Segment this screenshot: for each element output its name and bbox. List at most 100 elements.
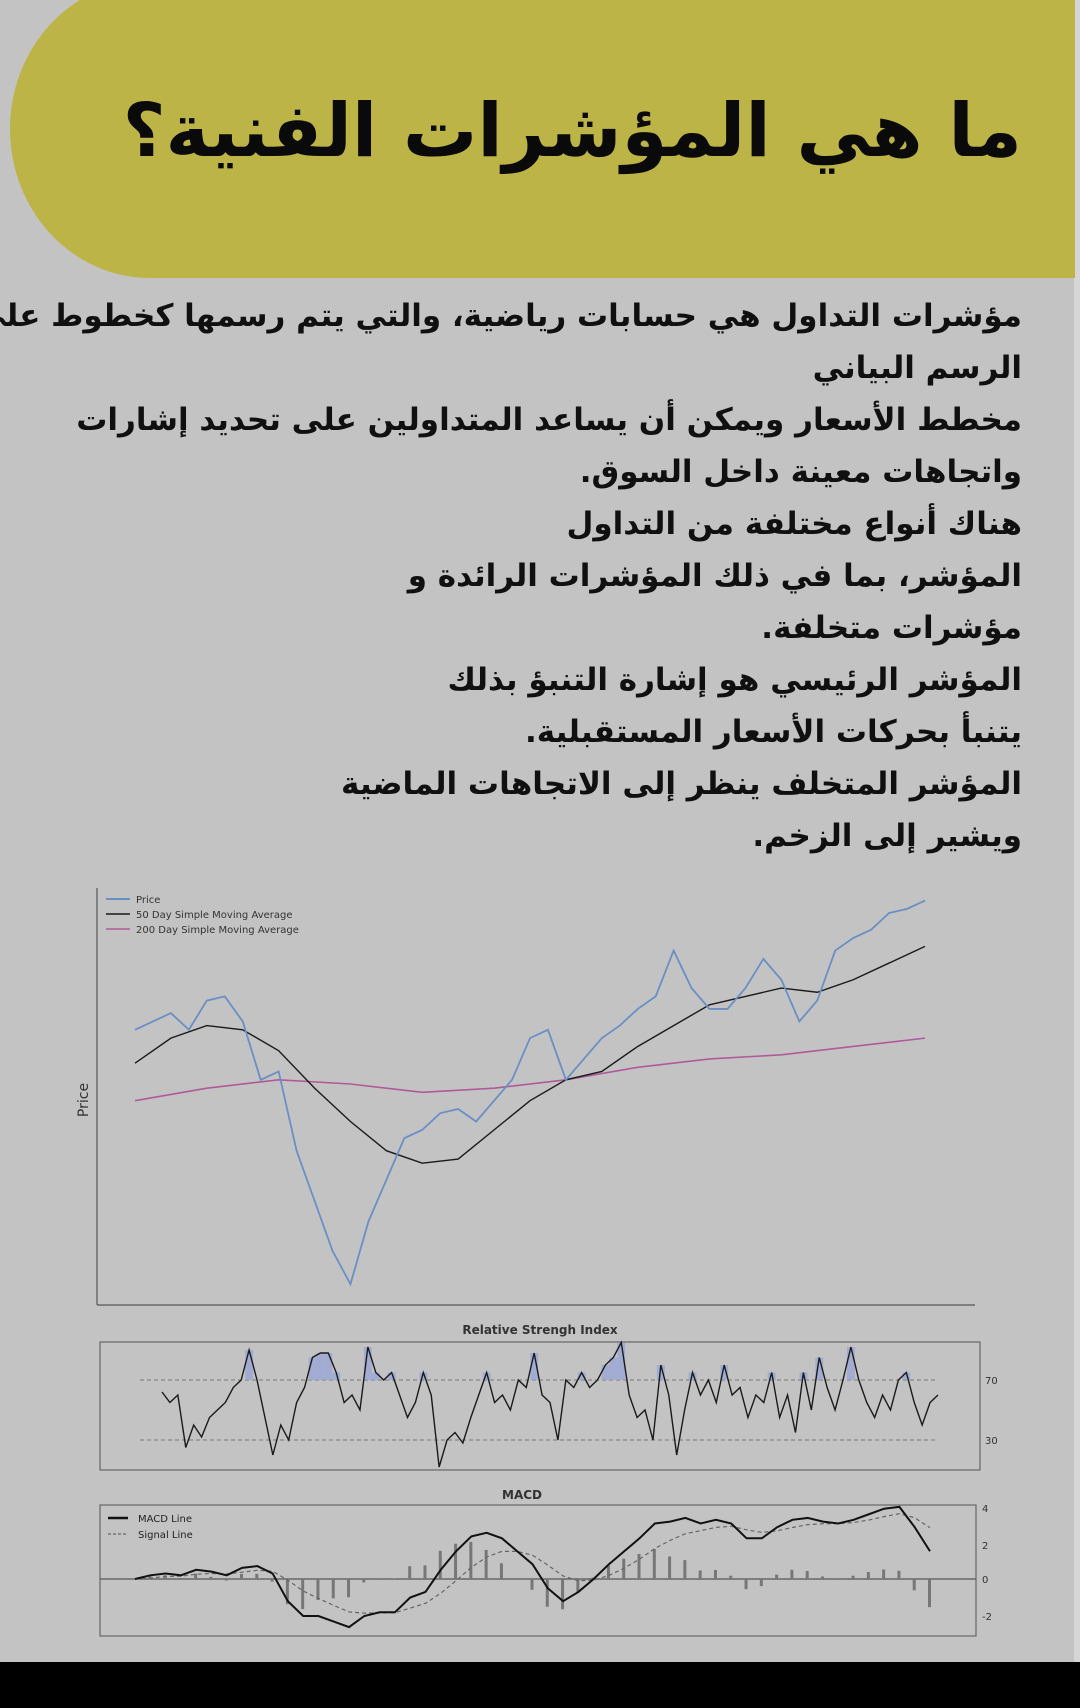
paragraph-line: المؤشر المتخلف ينظر إلى الاتجاهات الماضي… xyxy=(341,766,1022,802)
rsi-overbought-fill xyxy=(245,1350,254,1380)
macd-histogram-bar xyxy=(438,1550,442,1579)
paragraph-line: المؤشر الرئيسي هو إشارة التنبؤ بذلك xyxy=(447,662,1022,698)
paragraph-line: مخطط الأسعار ويمكن أن يساعد المتداولين ع… xyxy=(76,402,1022,438)
paragraph-line: هناك أنواع مختلفة من التداول xyxy=(566,506,1022,542)
macd-tick-neg2: -2 xyxy=(982,1612,992,1623)
page-title: ما هي المؤشرات الفنية؟ xyxy=(122,88,1022,174)
legend-label: Price xyxy=(136,895,160,906)
rsi-overbought-fill xyxy=(419,1372,428,1380)
macd-histogram-bar xyxy=(209,1576,213,1579)
macd-tick-2: 2 xyxy=(982,1541,988,1552)
signal-line xyxy=(134,1513,931,1614)
macd-legend: MACD Line Signal Line xyxy=(108,1514,193,1541)
price-axis-label: Price xyxy=(76,1083,92,1117)
price-legend: Price 50 Day Simple Moving Average 200 D… xyxy=(106,895,299,936)
macd-histogram-bar xyxy=(576,1579,580,1593)
macd-frame xyxy=(99,1504,977,1637)
bottom-black-bar xyxy=(0,1662,1080,1708)
rsi-overbought-fill xyxy=(387,1372,396,1380)
paragraph-line: يتنبأ بحركات الأسعار المستقبلية. xyxy=(525,714,1022,750)
rsi-overbought-fill xyxy=(815,1357,824,1380)
macd-title: MACD xyxy=(502,1488,542,1502)
macd-histogram-bar xyxy=(820,1576,824,1579)
rsi-overbought-fill xyxy=(308,1357,317,1380)
macd-histogram-bar xyxy=(698,1570,702,1579)
macd-histogram-bar xyxy=(347,1579,351,1598)
macd-histogram-bar xyxy=(637,1553,641,1579)
macd-histogram-bar xyxy=(606,1565,610,1579)
macd-histogram-bar xyxy=(530,1579,534,1590)
rsi-overbought-fill xyxy=(656,1365,665,1380)
rsi-overbought-fill xyxy=(332,1372,341,1380)
macd-histogram-bar xyxy=(224,1579,228,1581)
macd-histogram-bar xyxy=(759,1579,763,1587)
rsi-overbought-fill xyxy=(363,1347,372,1380)
rsi-overbought-fill xyxy=(846,1347,855,1380)
rsi-line xyxy=(161,1340,939,1468)
macd-histogram-bar xyxy=(545,1579,549,1607)
macd-tick-0: 0 xyxy=(982,1575,988,1586)
macd-histogram-bar xyxy=(285,1579,289,1605)
rsi-overbought-fill xyxy=(371,1372,380,1380)
macd-histogram-bar xyxy=(928,1579,931,1608)
macd-histogram-bar xyxy=(668,1556,672,1579)
macd-tick-4: 4 xyxy=(982,1504,988,1515)
rsi-overbought-fill xyxy=(902,1372,911,1380)
rsi-overbought-fill xyxy=(617,1342,626,1380)
rsi-overbought-fill xyxy=(324,1353,333,1380)
rsi-frame xyxy=(99,1341,981,1471)
page-edge xyxy=(1074,0,1080,1662)
macd-histogram-bar xyxy=(423,1565,427,1579)
macd-histogram-bar xyxy=(805,1570,809,1579)
sma200-line xyxy=(134,1037,926,1102)
macd-histogram-bar xyxy=(331,1579,335,1599)
macd-histogram-bar xyxy=(713,1569,717,1579)
macd-histogram-bar xyxy=(652,1549,656,1579)
rsi-overbought-fill xyxy=(688,1372,697,1380)
rsi-overbought-fill xyxy=(316,1353,325,1380)
macd-histogram-bar xyxy=(484,1549,488,1579)
macd-histogram-bar xyxy=(790,1569,794,1579)
macd-histogram-bar xyxy=(882,1569,886,1579)
macd-histogram-bar xyxy=(194,1573,198,1579)
macd-histogram-bar xyxy=(301,1579,305,1610)
paragraph-line: مؤشرات متخلفة. xyxy=(761,610,1022,646)
macd-histogram-bar xyxy=(775,1574,779,1579)
paragraph-line: الرسم البياني xyxy=(812,350,1022,386)
legend-label: 50 Day Simple Moving Average xyxy=(136,910,293,921)
rsi-overbought-fill xyxy=(482,1372,491,1380)
paragraph-line: ويشير إلى الزخم. xyxy=(752,818,1022,854)
macd-histogram-bar xyxy=(469,1541,473,1579)
macd-histogram-bar xyxy=(683,1560,687,1579)
macd-histogram-bar xyxy=(377,1578,381,1579)
macd-histogram-bar xyxy=(316,1579,320,1601)
legend-label: Signal Line xyxy=(138,1530,193,1541)
rsi-overbought-fill xyxy=(609,1357,618,1380)
macd-histogram-bar xyxy=(744,1579,748,1590)
macd-histogram-bar xyxy=(454,1543,458,1579)
macd-histogram-bar xyxy=(561,1579,565,1610)
macd-histogram-bar xyxy=(408,1566,412,1579)
macd-histogram-bar xyxy=(270,1579,274,1582)
paragraph-line: واتجاهات معينة داخل السوق. xyxy=(579,454,1022,490)
sma50-line xyxy=(134,945,926,1164)
rsi-overbought-fill xyxy=(530,1353,539,1380)
rsi-tick-70: 70 xyxy=(985,1376,998,1387)
paragraph-line: المؤشر، بما في ذلك المؤشرات الرائدة و xyxy=(407,558,1022,594)
paragraph: مؤشرات التداول هي حسابات رياضية، والتي ي… xyxy=(0,290,1022,862)
macd-line xyxy=(134,1505,931,1629)
price-line xyxy=(134,899,926,1287)
paragraph-line: مؤشرات التداول هي حسابات رياضية، والتي ي… xyxy=(0,298,1022,334)
rsi-tick-30: 30 xyxy=(985,1436,998,1447)
legend-label: MACD Line xyxy=(138,1514,192,1525)
title-banner xyxy=(10,0,1075,278)
macd-histogram-bar xyxy=(912,1579,916,1591)
macd-histogram-bar xyxy=(178,1577,182,1579)
macd-histogram-bar xyxy=(499,1563,503,1579)
macd-histogram-bar xyxy=(240,1573,244,1579)
macd-histogram-bar xyxy=(866,1572,870,1579)
rsi-overbought-fill xyxy=(720,1365,729,1380)
rsi-overbought-fill xyxy=(577,1372,586,1380)
macd-histogram-bar xyxy=(897,1570,901,1579)
rsi-title: Relative Strengh Index xyxy=(462,1323,618,1337)
